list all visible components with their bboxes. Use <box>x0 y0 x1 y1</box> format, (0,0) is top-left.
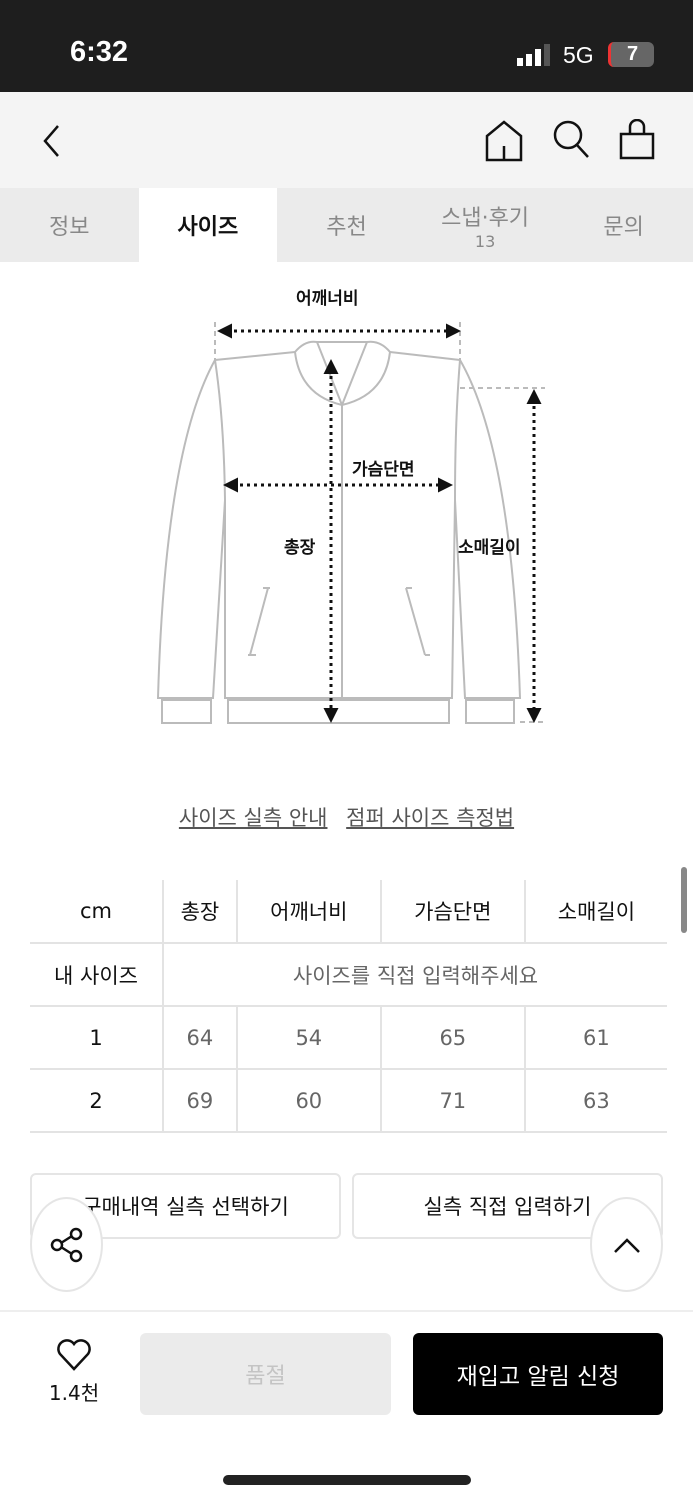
share-icon <box>50 1227 82 1262</box>
size-guide-links: 사이즈 실측 안내 점퍼 사이즈 측정법 <box>0 802 693 832</box>
shoulder-label: 어깨너비 <box>296 289 359 309</box>
tab-label: 추천 <box>326 215 367 240</box>
restock-alert-button[interactable]: 재입고 알림 신청 <box>413 1333 663 1415</box>
header-cell: 소매길이 <box>523 880 667 944</box>
shopping-bag-icon[interactable] <box>618 119 658 161</box>
chest-label: 가슴단면 <box>352 460 415 480</box>
home-indicator[interactable] <box>223 1475 471 1485</box>
jacket-size-diagram <box>156 322 545 724</box>
tab-info[interactable]: 정보 <box>0 188 139 262</box>
header-unit: cm <box>30 880 163 944</box>
heart-icon <box>57 1339 91 1371</box>
divider <box>0 1310 693 1312</box>
size-table: cm 총장 어깨너비 가슴단면 소매길이 내 사이즈 사이즈를 직접 입력해주세… <box>30 880 667 1133</box>
table-cell: 61 <box>523 1006 667 1070</box>
status-bar: 6:32 5G 7 <box>0 0 693 92</box>
table-cell: 64 <box>162 1006 237 1070</box>
my-size-row: 내 사이즈 사이즈를 직접 입력해주세요 <box>30 943 667 1007</box>
header-cell: 가슴단면 <box>379 880 525 944</box>
size-label: 2 <box>30 1069 163 1133</box>
table-cell: 63 <box>523 1069 667 1133</box>
network-type: 5G <box>563 42 594 68</box>
length-label: 총장 <box>284 538 316 558</box>
table-cell: 65 <box>379 1006 525 1070</box>
header-cell: 어깨너비 <box>235 880 381 944</box>
back-icon[interactable] <box>40 124 64 158</box>
home-icon[interactable] <box>484 120 524 162</box>
tab-label: 정보 <box>49 215 90 240</box>
tab-inquiry[interactable]: 문의 <box>554 188 693 262</box>
sleeve-label: 소매길이 <box>458 538 521 558</box>
table-cell: 69 <box>162 1069 237 1133</box>
like-button[interactable]: 1.4천 <box>40 1338 108 1406</box>
table-cell: 60 <box>235 1069 381 1133</box>
table-cell: 71 <box>379 1069 525 1133</box>
top-nav <box>0 92 693 188</box>
scroll-top-button[interactable] <box>590 1197 663 1292</box>
signal-icon <box>517 44 550 66</box>
my-size-input[interactable]: 사이즈를 직접 입력해주세요 <box>162 943 667 1007</box>
table-row: 2 69 60 71 63 <box>30 1069 667 1133</box>
review-count: 13 <box>474 231 496 251</box>
tab-reviews[interactable]: 스냅·후기 13 <box>416 188 555 262</box>
scrollbar[interactable] <box>681 867 687 933</box>
clock: 6:32 <box>70 36 129 68</box>
tab-label: 사이즈 <box>177 215 239 240</box>
tab-label: 스냅·후기 <box>441 205 530 231</box>
sold-out-button: 품절 <box>140 1333 391 1415</box>
table-row: 1 64 54 65 61 <box>30 1006 667 1070</box>
tab-size[interactable]: 사이즈 <box>138 188 278 262</box>
table-header-row: cm 총장 어깨너비 가슴단면 소매길이 <box>30 880 667 944</box>
share-button[interactable] <box>30 1197 103 1292</box>
header-cell: 총장 <box>162 880 237 944</box>
like-count: 1.4천 <box>48 1381 100 1405</box>
product-tabs: 정보 사이즈 추천 스냅·후기 13 문의 <box>0 188 693 262</box>
measure-method-link[interactable]: 점퍼 사이즈 측정법 <box>346 806 515 830</box>
tab-label: 문의 <box>603 215 644 240</box>
chevron-up-icon <box>613 1237 640 1253</box>
size-guide-link[interactable]: 사이즈 실측 안내 <box>178 806 328 830</box>
size-label: 1 <box>30 1006 163 1070</box>
search-icon[interactable] <box>552 120 592 162</box>
battery-icon: 7 <box>608 42 654 67</box>
tab-recommend[interactable]: 추천 <box>277 188 416 262</box>
table-cell: 54 <box>235 1006 381 1070</box>
my-size-label: 내 사이즈 <box>30 943 163 1007</box>
